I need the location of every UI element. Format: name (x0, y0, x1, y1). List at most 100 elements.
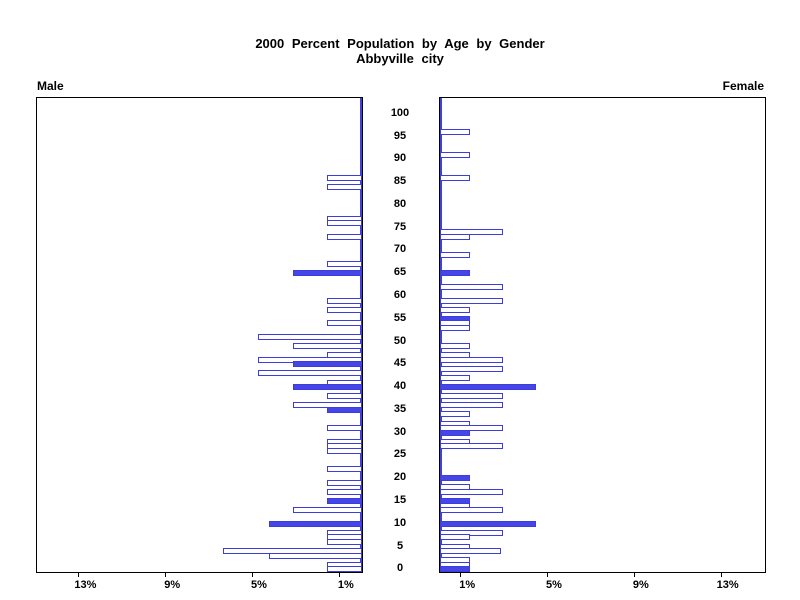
age-tick-label-80: 80 (393, 197, 407, 210)
male-tick-9 (165, 572, 167, 577)
male-tick-5 (252, 572, 253, 577)
age-tick-label-60: 60 (393, 288, 407, 301)
age-tick-label-30: 30 (393, 425, 407, 438)
age-axis: 100 95 90 85 80 75 70 65 60 55 50 45 40 35 30 25 20 15 10 5… (362, 97, 438, 575)
age-tick-label-70: 70 (393, 243, 407, 256)
female-axis-label: Female (722, 79, 764, 93)
male-bar-age-49 (292, 343, 362, 350)
male-bar-age-51 (257, 333, 362, 340)
male-tick-label-5: 5% (251, 579, 267, 591)
male-bar-age-59 (327, 297, 362, 304)
female-bar-age-34 (440, 411, 471, 418)
male-bar-age-57 (327, 306, 362, 313)
male-bar-age-13 (292, 507, 362, 514)
age-tick-label-15: 15 (393, 494, 407, 506)
age-tick-label-0: 0 (396, 562, 404, 575)
female-bar-age-38 (440, 393, 503, 400)
male-bar-age-67 (327, 261, 362, 267)
male-tick-label-9: 9% (164, 579, 181, 591)
female-bar-age-59 (440, 297, 503, 304)
female-bar-age-91 (440, 151, 471, 158)
female-bar-age-0 (440, 566, 471, 573)
chart-title-line1: 2000 Percent Population by Age by Gender (255, 36, 545, 51)
male-bar-age-38 (327, 393, 362, 400)
female-bar-age-96 (440, 128, 471, 135)
female-tick-label-5: 5% (546, 579, 562, 591)
age-tick-label-50: 50 (393, 334, 407, 347)
age-tick-label-25: 25 (393, 448, 407, 461)
male-bar-age-15 (327, 498, 362, 504)
female-zero-axis-line (440, 98, 442, 572)
male-bar-age-76 (327, 220, 362, 226)
female-bar-age-62 (440, 283, 503, 290)
female-bar-age-46 (440, 356, 503, 363)
female-bar-age-31 (440, 425, 503, 432)
male-bar-age-43 (257, 370, 362, 377)
female-tick-1 (460, 572, 462, 577)
female-bar-age-57 (440, 306, 471, 313)
female-bar-age-36 (440, 402, 503, 409)
male-percent-axis: 13% 9% 5% 1% (36, 572, 361, 598)
female-bar-age-73 (440, 233, 471, 240)
male-bar-age-22 (327, 466, 362, 473)
female-bar-age-69 (440, 251, 471, 258)
female-tick-label-1: 1% (459, 579, 476, 591)
age-tick-label-5: 5 (396, 539, 404, 552)
female-bar-age-27 (440, 443, 503, 450)
female-bar-age-40 (440, 384, 536, 391)
male-bar-age-40 (292, 384, 362, 391)
female-bar-age-13 (440, 507, 503, 514)
age-tick-label-65: 65 (393, 266, 407, 279)
chart-title: 2000 Percent Population by Age by Gender… (0, 36, 800, 66)
male-bar-age-19 (327, 479, 362, 486)
male-tick-13 (78, 572, 80, 577)
age-tick-label-95: 95 (393, 129, 407, 142)
age-tick-label-10: 10 (393, 516, 407, 529)
female-tick-label-13: 13% (716, 579, 739, 591)
male-bar-age-73 (327, 233, 362, 240)
female-tick-9 (633, 572, 635, 577)
female-bar-age-30 (440, 429, 471, 436)
chart-title-line2: Abbyville city (356, 51, 444, 66)
female-bar-age-4 (440, 548, 501, 555)
male-bar-age-36 (292, 402, 362, 409)
male-plot-area (36, 97, 363, 573)
age-tick-label-100: 100 (390, 106, 410, 119)
age-tick-label-55: 55 (393, 311, 407, 324)
male-bar-age-3 (268, 552, 362, 559)
age-tick-label-75: 75 (393, 220, 407, 233)
male-bar-age-6 (327, 539, 362, 545)
male-bar-age-17 (327, 488, 362, 495)
female-bar-age-7 (440, 534, 471, 541)
male-bar-age-45 (292, 361, 362, 368)
male-tick-1 (338, 572, 340, 577)
male-bar-age-35 (327, 406, 362, 413)
female-bar-age-65 (440, 270, 471, 277)
male-axis-label: Male (37, 79, 64, 93)
male-bar-age-86 (327, 174, 362, 181)
female-tick-label-9: 9% (632, 579, 649, 591)
female-bar-age-10 (440, 520, 536, 527)
male-bar-age-65 (292, 270, 362, 277)
female-bar-age-20 (440, 475, 471, 482)
age-tick-label-35: 35 (393, 402, 407, 415)
age-tick-label-85: 85 (393, 175, 407, 187)
male-tick-label-1: 1% (337, 579, 354, 591)
age-tick-label-90: 90 (393, 152, 407, 165)
female-bar-age-74 (440, 229, 503, 236)
male-tick-label-13: 13% (74, 579, 97, 591)
female-tick-13 (720, 572, 722, 577)
female-bar-age-44 (440, 365, 503, 372)
male-bar-age-31 (327, 425, 362, 432)
age-tick-label-20: 20 (393, 471, 407, 484)
female-bar-age-53 (440, 324, 471, 331)
female-bar-age-42 (440, 374, 471, 381)
male-bar-age-26 (327, 447, 362, 454)
age-tick-label-45: 45 (393, 357, 407, 370)
female-tick-5 (547, 572, 548, 577)
female-bar-age-17 (440, 488, 503, 495)
female-bar-age-49 (440, 343, 471, 350)
age-tick-label-40: 40 (393, 380, 407, 393)
female-bar-age-86 (440, 174, 471, 181)
